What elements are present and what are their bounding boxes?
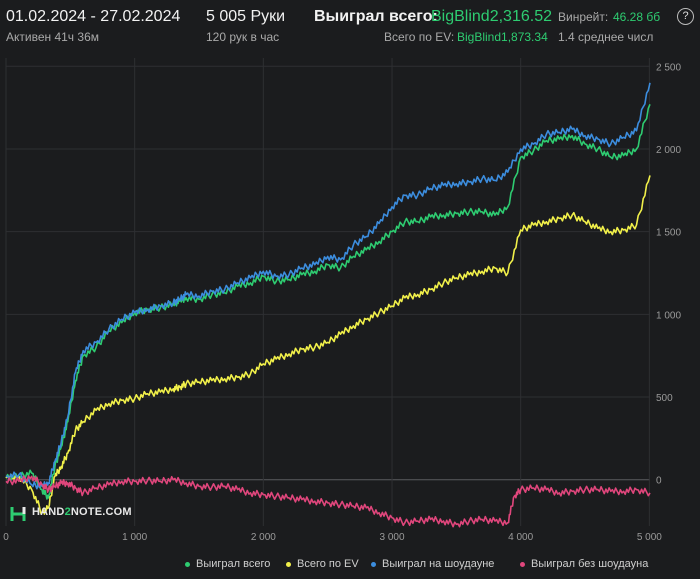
header: 01.02.2024 - 27.02.2024 Активен 41ч 36м … bbox=[0, 0, 700, 48]
active-time: Активен 41ч 36м bbox=[6, 30, 99, 44]
series-line bbox=[5, 475, 651, 528]
legend-item-showdown[interactable]: Выиграл на шоудауне bbox=[371, 558, 494, 570]
winrate-label: Винрейт: bbox=[558, 10, 609, 24]
winrate-value: 46.28 бб bbox=[613, 10, 661, 24]
hand2note-logo-text: HAND2NOTE.COM bbox=[32, 506, 132, 518]
legend-swatch bbox=[371, 561, 376, 567]
y-tick-label: 2 000 bbox=[656, 145, 681, 156]
grid bbox=[5, 58, 650, 526]
info-icon[interactable]: ? bbox=[677, 8, 694, 25]
x-tick-label: 3 000 bbox=[379, 532, 404, 543]
hands-per-hour: 120 рук в час bbox=[206, 30, 280, 44]
won-total-label: Выиграл всего: bbox=[314, 8, 438, 25]
legend-item-ev[interactable]: Всего по EV bbox=[286, 558, 359, 570]
y-tick-label: 1 000 bbox=[656, 310, 681, 321]
y-tick-label: 500 bbox=[656, 393, 673, 404]
hand2note-logo-icon bbox=[10, 507, 26, 521]
x-tick-label: 0 bbox=[3, 532, 9, 543]
winrate-sub: 1.4 среднее числ bbox=[558, 30, 654, 44]
axis-labels: 0 500 1 000 1 500 2 000 2 500 0 1 000 2 000 3 000… bbox=[3, 62, 681, 543]
legend-swatch bbox=[286, 561, 291, 567]
legend-swatch bbox=[520, 561, 525, 567]
legend-item-non-showdown[interactable]: Выиграл без шоудауна bbox=[520, 558, 648, 570]
series-line bbox=[5, 103, 651, 500]
series-line bbox=[5, 82, 651, 490]
legend-item-won-total[interactable]: Выиграл всего bbox=[185, 558, 270, 570]
legend-swatch bbox=[185, 561, 190, 567]
ev-value: BigBlind1,873.34 bbox=[457, 30, 548, 44]
x-tick-label: 4 000 bbox=[508, 532, 533, 543]
x-tick-label: 5 000 bbox=[637, 532, 662, 543]
chart: 0 500 1 000 1 500 2 000 2 500 0 1 000 2 000 3 000… bbox=[3, 58, 681, 543]
y-tick-label: 0 bbox=[656, 476, 662, 487]
series-line bbox=[5, 175, 651, 515]
hand2note-logo: HAND2NOTE.COM bbox=[10, 503, 140, 525]
won-total-value: BigBlind2,316.52 bbox=[431, 8, 552, 25]
ev-label: Всего по EV: bbox=[384, 30, 455, 44]
date-range: 01.02.2024 - 27.02.2024 bbox=[6, 8, 181, 25]
y-tick-label: 2 500 bbox=[656, 62, 681, 73]
x-tick-label: 1 000 bbox=[122, 532, 147, 543]
y-tick-label: 1 500 bbox=[656, 228, 681, 239]
series-lines bbox=[5, 82, 651, 528]
x-tick-label: 2 000 bbox=[251, 532, 276, 543]
legend: Выиграл всего Всего по EV Выиграл на шоу… bbox=[0, 558, 700, 574]
hands-count: 5 005 Руки bbox=[206, 8, 286, 25]
